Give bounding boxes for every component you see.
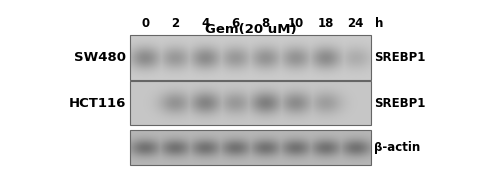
Text: SREBP1: SREBP1 (374, 51, 426, 64)
Text: HCT116: HCT116 (69, 97, 126, 110)
Text: 4: 4 (202, 17, 209, 30)
Text: 2: 2 (172, 17, 179, 30)
Text: 18: 18 (318, 17, 334, 30)
Text: SW480: SW480 (74, 51, 126, 64)
Text: β-actin: β-actin (374, 141, 420, 154)
Text: 0: 0 (142, 17, 150, 30)
Text: 6: 6 (232, 17, 239, 30)
Text: 8: 8 (262, 17, 270, 30)
Bar (130, 81, 370, 125)
Bar (130, 130, 370, 165)
Text: Gem(20 uM): Gem(20 uM) (204, 23, 296, 36)
Text: 10: 10 (288, 17, 304, 30)
Text: SREBP1: SREBP1 (374, 97, 426, 110)
Text: 24: 24 (348, 17, 364, 30)
Bar (130, 35, 370, 79)
Text: h: h (375, 17, 384, 30)
